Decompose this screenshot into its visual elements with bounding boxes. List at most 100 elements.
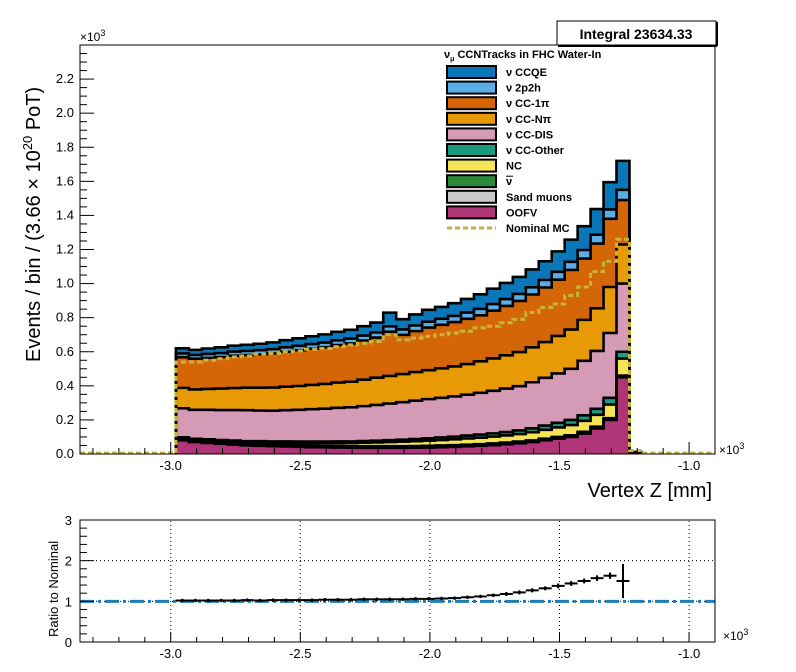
ratio-point bbox=[227, 598, 241, 603]
legend-label: ν 2p2h bbox=[506, 83, 541, 95]
ratio-y-axis-label: Ratio to Nominal bbox=[46, 541, 61, 637]
ratio-marker bbox=[556, 584, 560, 588]
ratio-point bbox=[279, 598, 293, 602]
stack-outline-cc-dis bbox=[174, 282, 631, 454]
legend-swatch bbox=[446, 158, 497, 173]
ratio-point bbox=[396, 597, 410, 601]
legend-item-cc-n: ν CC-Nπ bbox=[446, 111, 552, 126]
ratio-marker bbox=[530, 588, 534, 592]
x-axis-label: Vertex Z [mm] bbox=[588, 480, 712, 502]
ratio-point bbox=[448, 596, 461, 600]
main-y-axis: 0.0 0.2 0.4 0.6 0.8 1.0 1.2 1.4 1.6 1.8 2.0 2.2 bbox=[56, 53, 94, 461]
main-x-axis: -3.0 -2.5 -2.0 -1.5 -1.0 bbox=[92, 442, 700, 473]
legend-label: ν CC-Other bbox=[506, 145, 565, 157]
y-axis-label: Events / bin / (3.66 × 1020 PoT) bbox=[20, 87, 45, 362]
legend-swatch bbox=[446, 96, 497, 111]
legend-swatch bbox=[446, 80, 497, 95]
y-tick-label: 1.6 bbox=[56, 173, 74, 188]
ratio-marker bbox=[375, 597, 379, 601]
ratio-point bbox=[603, 572, 617, 579]
stack-outline-ccqe bbox=[174, 159, 631, 454]
ratio-marker bbox=[608, 574, 612, 578]
ratio-marker bbox=[206, 598, 210, 603]
ratio-point bbox=[551, 583, 565, 589]
y-tick-label: 2.2 bbox=[56, 71, 74, 86]
ratio-marker bbox=[349, 598, 353, 602]
legend-item-cc-other: ν CC-Other bbox=[446, 143, 565, 157]
legend-swatch bbox=[446, 143, 497, 157]
ratio-marker bbox=[232, 598, 236, 603]
legend-label: OOFV bbox=[506, 207, 538, 219]
legend-label: ν CCQE bbox=[506, 67, 547, 79]
legend-label: NC bbox=[506, 161, 522, 173]
ratio-point bbox=[409, 597, 423, 601]
ratio-point bbox=[499, 591, 513, 597]
legend-swatch bbox=[446, 205, 497, 220]
ratio-point bbox=[240, 598, 254, 602]
legend-label: Sand muons bbox=[506, 192, 572, 204]
ratio-point bbox=[214, 598, 228, 603]
legend-swatch bbox=[446, 189, 497, 204]
ratio-marker bbox=[465, 595, 470, 599]
ratio-y-tick-label: 3 bbox=[65, 513, 72, 528]
ratio-y-tick-label: 0 bbox=[65, 635, 72, 650]
stack-layer-oofv bbox=[175, 377, 630, 454]
legend: ν CCQE ν 2p2h ν CC-1π ν CC-Nπ ν CC-DIS ν CC-O… bbox=[446, 65, 572, 235]
legend-label: ν CC-DIS bbox=[506, 129, 553, 141]
legend-title: νμ CCNTracks in FHC Water-In bbox=[444, 49, 602, 63]
y-multiplier: ×103 bbox=[80, 28, 105, 44]
ratio-point bbox=[292, 598, 306, 602]
ratio-x-tick-label: -1.0 bbox=[678, 646, 700, 661]
ratio-marker bbox=[193, 598, 197, 603]
x-tick-label: -2.0 bbox=[419, 458, 441, 473]
x-multiplier: ×103 bbox=[719, 441, 744, 457]
ratio-point bbox=[318, 598, 332, 602]
ratio-x-tick-label: -3.0 bbox=[160, 646, 182, 661]
stack-tail-bin bbox=[629, 450, 643, 454]
ratio-plot-background bbox=[80, 520, 715, 642]
ratio-marker bbox=[323, 598, 327, 602]
ratio-marker bbox=[504, 592, 508, 596]
ratio-marker bbox=[569, 581, 573, 586]
y-tick-label: 2.0 bbox=[56, 105, 74, 120]
legend-label: ν CC-1π bbox=[506, 98, 550, 110]
ratio-marker bbox=[478, 594, 483, 599]
ratio-point bbox=[577, 578, 591, 584]
legend-item-oofv: OOFV bbox=[446, 205, 538, 220]
legend-item-nubar: ν bbox=[446, 174, 513, 189]
ratio-marker bbox=[271, 598, 275, 602]
ratio-y-tick-label: 1 bbox=[65, 594, 72, 609]
main-histogram-panel: -3.0 -2.5 -2.0 -1.5 -1.0 0.0 0.2 0.4 0.6 0.8 1.0 1… bbox=[20, 20, 744, 502]
ratio-point bbox=[253, 598, 267, 603]
ratio-point bbox=[616, 563, 630, 599]
x-tick-label: -1.5 bbox=[548, 458, 570, 473]
ratio-point bbox=[538, 586, 552, 591]
legend-label: Nominal MC bbox=[506, 223, 570, 235]
ratio-point bbox=[512, 590, 526, 595]
ratio-point bbox=[461, 595, 474, 599]
ratio-grid bbox=[80, 519, 715, 643]
ratio-marker bbox=[310, 598, 314, 602]
ratio-x-tick-label: -1.5 bbox=[548, 646, 570, 661]
ratio-x-tick-label: -2.5 bbox=[289, 646, 311, 661]
y-tick-label: 1.2 bbox=[56, 242, 74, 257]
legend-item-nominal-mc: Nominal MC bbox=[447, 223, 570, 235]
x-tick-label: -2.5 bbox=[289, 458, 311, 473]
legend-swatch bbox=[446, 174, 497, 189]
ratio-marker bbox=[401, 597, 405, 601]
legend-item-sand-muons: Sand muons bbox=[446, 189, 572, 204]
ratio-y-tick-label: 2 bbox=[65, 554, 72, 569]
ratio-plot-frame bbox=[79, 519, 716, 643]
legend-item-ccqe: ν CCQE bbox=[446, 65, 547, 79]
ratio-marker bbox=[543, 586, 547, 590]
y-tick-label: 0.8 bbox=[56, 310, 74, 325]
ratio-marker bbox=[621, 579, 625, 583]
legend-label: ν bbox=[506, 176, 512, 188]
legend-item-cc-1: ν CC-1π bbox=[446, 96, 550, 111]
ratio-x-multiplier: ×103 bbox=[723, 627, 748, 643]
ratio-point bbox=[175, 598, 189, 603]
legend-label: ν CC-Nπ bbox=[506, 114, 552, 126]
y-tick-label: 0.2 bbox=[56, 412, 74, 427]
ratio-y-axis: 0 1 2 3 bbox=[65, 513, 94, 650]
